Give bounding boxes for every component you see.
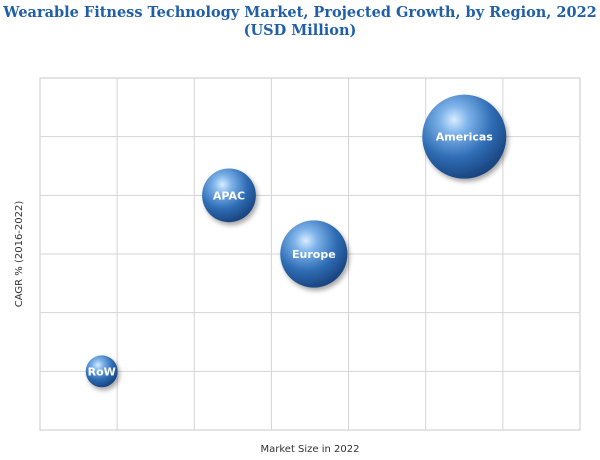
bubble-label-europe: Europe xyxy=(292,248,336,261)
bubbles: Americas APAC Europe RoW xyxy=(85,94,507,388)
bubble-label-row: RoW xyxy=(88,365,116,378)
bubble-europe xyxy=(280,220,348,288)
bubble-apac xyxy=(202,168,256,223)
x-axis-label: Market Size in 2022 xyxy=(260,444,359,455)
chart-title-line2: (USD Million) xyxy=(243,22,357,39)
bubble-americas xyxy=(422,94,507,179)
bubble-label-americas: Americas xyxy=(436,131,494,144)
chart-title: Wearable Fitness Technology Market, Proj… xyxy=(0,4,600,40)
bubble-row xyxy=(85,355,118,388)
bubble-label-apac: APAC xyxy=(213,189,245,202)
y-axis-label: CAGR % (2016-2022) xyxy=(14,201,25,308)
chart-title-line1: Wearable Fitness Technology Market, Proj… xyxy=(3,4,597,21)
